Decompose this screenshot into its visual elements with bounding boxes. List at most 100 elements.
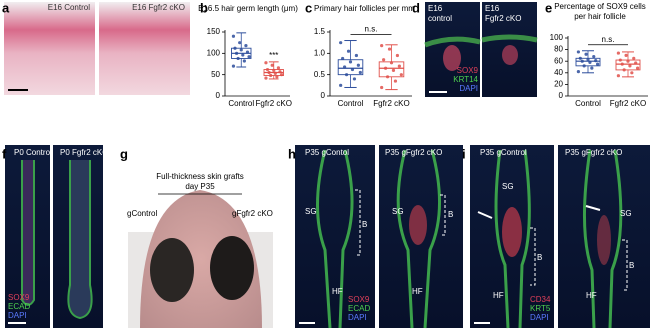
image-label: E16 Control xyxy=(48,3,90,12)
data-point xyxy=(580,59,584,63)
stain: KRT14 xyxy=(453,75,478,84)
data-point xyxy=(231,34,236,38)
data-point xyxy=(622,68,626,72)
data-point xyxy=(358,70,362,75)
follicle xyxy=(316,149,354,329)
data-point xyxy=(588,60,592,64)
chart-title: E16.5 hair germ length (μm) xyxy=(198,4,298,13)
y-tick-label: 40 xyxy=(554,68,563,77)
data-point xyxy=(342,65,347,69)
stain: ECAD xyxy=(348,304,370,313)
data-point xyxy=(238,41,242,45)
data-point xyxy=(352,77,357,81)
image-label: P35 gControl xyxy=(480,148,527,157)
data-point xyxy=(273,71,277,75)
data-point xyxy=(233,46,237,50)
epidermis xyxy=(481,34,538,43)
significance: n.s. xyxy=(365,25,378,34)
region-label: SG xyxy=(305,207,317,216)
x-tick-label: Fgfr2 cKO xyxy=(610,99,646,108)
data-point xyxy=(624,53,628,58)
region-label: SG xyxy=(620,209,632,218)
bulge xyxy=(409,205,427,245)
box xyxy=(337,59,364,76)
y-tick-label: 1.0 xyxy=(314,48,326,57)
image-label: P35 gFgfr2 cKO xyxy=(385,148,442,157)
y-tick-label: 20 xyxy=(554,80,563,89)
arrow xyxy=(477,211,493,219)
data-point xyxy=(236,56,240,61)
x-tick-label: Control xyxy=(575,99,601,108)
data-point xyxy=(618,58,622,62)
data-point xyxy=(348,60,353,64)
micrograph xyxy=(99,2,190,95)
data-point xyxy=(632,56,636,60)
data-point xyxy=(576,50,581,54)
panel-letter: e xyxy=(545,0,552,15)
significance: n.s. xyxy=(602,35,615,44)
follicle xyxy=(67,160,93,320)
stain: SOX9 xyxy=(348,295,370,304)
data-point xyxy=(594,59,598,63)
y-tick-label: 0 xyxy=(321,91,326,100)
region-label: HF xyxy=(412,287,423,296)
data-point xyxy=(354,53,359,58)
image-label: Fgfr2 cKO xyxy=(485,14,521,23)
x-tick-label: Fgfr2 cKO xyxy=(256,99,292,108)
data-point xyxy=(616,74,621,78)
arrow xyxy=(585,205,601,211)
panel-letter: g xyxy=(120,146,128,161)
stain: SOX9 xyxy=(457,66,479,75)
data-point xyxy=(576,70,581,74)
panel-letter: a xyxy=(2,0,10,15)
stain: KRT5 xyxy=(530,304,551,313)
follicle xyxy=(583,149,623,329)
x-tick-label: Fgfr2 cKO xyxy=(373,99,409,108)
data-point xyxy=(628,64,632,68)
chart-title: Percentage of SOX9 cells per hair follic… xyxy=(554,2,646,21)
micrograph xyxy=(295,145,375,328)
region-label: SG xyxy=(502,182,514,191)
image-label: P0 Fgfr2 cKO xyxy=(60,148,108,157)
data-point xyxy=(356,63,360,67)
stain: DAPI xyxy=(459,84,478,93)
x-tick-label: Control xyxy=(338,99,364,108)
data-point xyxy=(244,44,248,48)
graft-title: day P35 xyxy=(185,182,215,191)
data-point xyxy=(393,79,398,83)
data-point xyxy=(620,62,624,66)
bulge xyxy=(597,215,611,265)
bracket xyxy=(622,239,628,291)
y-tick-label: 100 xyxy=(550,33,564,42)
image-label: E16 xyxy=(485,4,500,13)
data-point xyxy=(231,64,236,68)
x-tick-label: Control xyxy=(228,99,254,108)
chart-title: Primary hair follicles per mm xyxy=(314,4,415,13)
data-point xyxy=(584,52,588,56)
panel-letter: b xyxy=(200,0,208,15)
stain: SOX9 xyxy=(8,293,30,302)
data-point xyxy=(582,64,586,68)
image-label: P35 gContol xyxy=(305,148,349,157)
panel-letter: h xyxy=(288,146,296,161)
image-label: control xyxy=(428,14,452,23)
follicle xyxy=(21,160,35,306)
data-point xyxy=(278,70,282,74)
region-label: B xyxy=(629,261,634,270)
data-point xyxy=(399,73,403,77)
data-point xyxy=(634,61,638,65)
y-tick-label: 1.5 xyxy=(314,27,326,36)
data-point xyxy=(279,73,284,77)
data-point xyxy=(267,70,271,75)
y-tick-label: 60 xyxy=(554,56,563,65)
follicle xyxy=(494,149,531,329)
data-point xyxy=(341,56,345,61)
data-point xyxy=(275,75,279,79)
panel-letter: d xyxy=(412,0,420,15)
data-point xyxy=(234,51,239,55)
data-point xyxy=(391,68,396,72)
graft xyxy=(150,238,194,302)
y-tick-label: 0 xyxy=(559,91,564,100)
image-label: P0 Control xyxy=(14,148,52,157)
